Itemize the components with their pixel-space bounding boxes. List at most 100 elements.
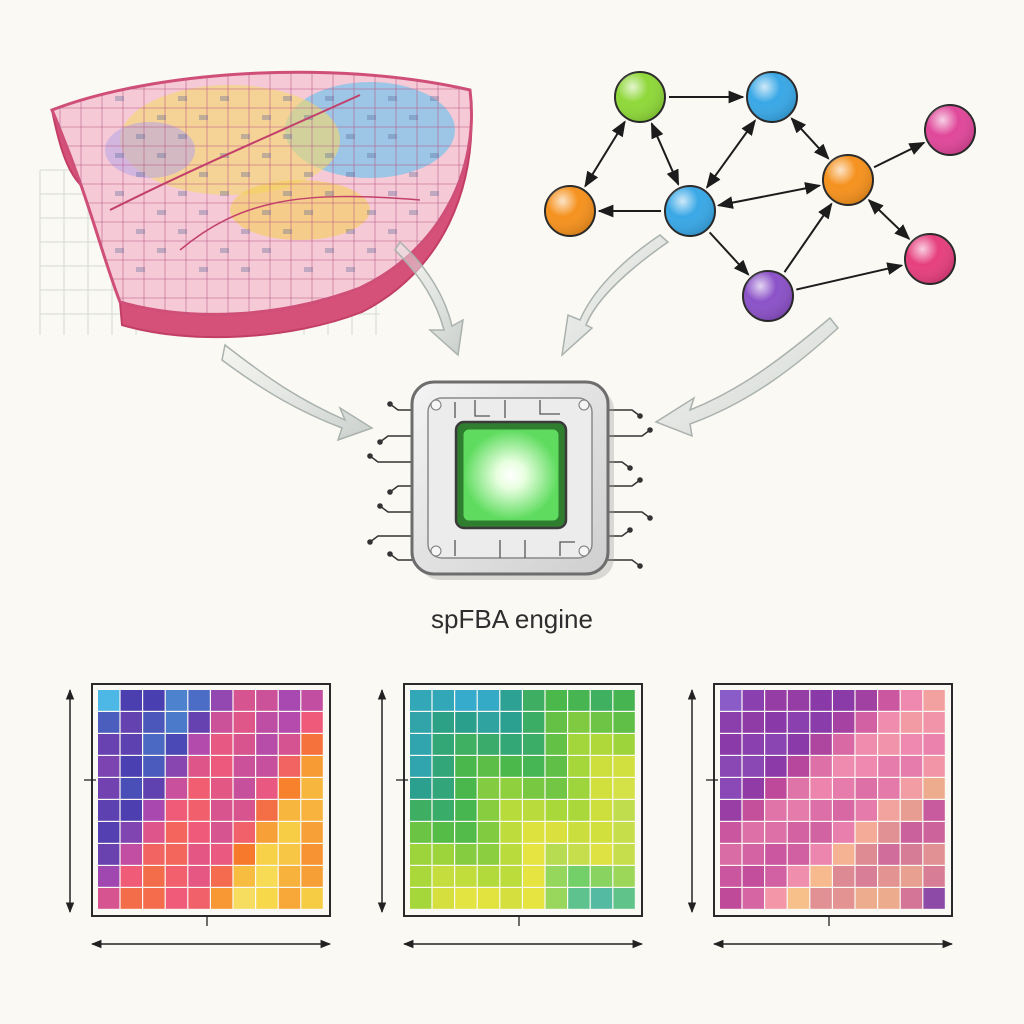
map-frame	[91, 683, 331, 917]
heatmap-cell	[810, 712, 832, 733]
heatmap-cell	[188, 690, 210, 711]
heatmap-cell	[432, 822, 454, 843]
heatmap-cell	[742, 778, 764, 799]
heatmap-cell	[211, 756, 233, 777]
heatmap-cell	[765, 866, 787, 887]
flow-arrow-tissue-left-to-engine	[221, 343, 374, 442]
heatmap-cell	[923, 778, 945, 799]
heatmap-cell	[211, 800, 233, 821]
heatmap-cell	[278, 690, 301, 711]
heatmap-cell	[455, 756, 477, 777]
heatmap-cell	[256, 712, 278, 733]
heatmap-cell	[878, 888, 900, 909]
heatmap-cell	[120, 866, 142, 887]
heatmap-cell	[188, 712, 210, 733]
flux-maps	[65, 683, 954, 949]
heatmap-cell	[742, 822, 764, 843]
heatmap-cell	[523, 778, 545, 799]
heatmap-cell	[455, 712, 477, 733]
heatmap-cell	[165, 866, 188, 887]
heatmap-cell	[568, 844, 590, 865]
heatmap-cell	[833, 844, 855, 865]
chip-pin	[387, 485, 412, 495]
heatmap-cell	[120, 888, 142, 909]
flow-arrow-network-right-to-engine	[654, 316, 840, 438]
tissue-regions	[52, 72, 472, 315]
heatmap-cell	[833, 800, 855, 821]
heatmap-cell	[720, 690, 742, 711]
heatmap-cell	[455, 800, 477, 821]
heatmap-cell	[833, 778, 855, 799]
heatmap-cell	[233, 778, 255, 799]
heatmap-cell	[545, 844, 567, 865]
heatmap-cell	[211, 690, 233, 711]
heatmap-cell	[923, 822, 945, 843]
heatmap-cell	[523, 734, 545, 755]
heatmap-cell	[500, 756, 522, 777]
heatmap-cell	[278, 844, 301, 865]
heatmap-cell	[432, 800, 454, 821]
heatmap-cell	[211, 778, 233, 799]
heatmap-cell	[188, 822, 210, 843]
heatmap-cell	[765, 822, 787, 843]
chip-core-glow	[463, 429, 559, 521]
heatmap-cell	[923, 690, 945, 711]
heatmap-cell	[545, 756, 567, 777]
heatmap-cell	[900, 822, 923, 843]
heatmap-cell	[455, 690, 477, 711]
heatmap-cell	[900, 866, 923, 887]
heatmap-cell	[590, 712, 613, 733]
heatmap-cells	[410, 690, 635, 909]
heatmap-cell	[233, 690, 255, 711]
heatmap-cell	[568, 800, 590, 821]
heatmap-cell	[855, 888, 877, 909]
heatmap-cell	[188, 734, 210, 755]
chip-pin	[608, 477, 643, 487]
chip-pin	[608, 511, 653, 521]
heatmap-cell	[301, 888, 323, 909]
heatmap-cell	[855, 822, 877, 843]
heatmap-cell	[301, 866, 323, 887]
heatmap-cell	[500, 734, 522, 755]
network-edge	[650, 122, 680, 186]
heatmap-cell	[923, 844, 945, 865]
heatmap-cell	[120, 800, 142, 821]
heatmap-cell	[545, 888, 567, 909]
heatmap-cell	[143, 822, 165, 843]
heatmap-cell	[545, 690, 567, 711]
heatmap-cell	[301, 756, 323, 777]
heatmap-cell	[545, 822, 567, 843]
heatmap-cell	[500, 712, 522, 733]
heatmap-cell	[878, 866, 900, 887]
heatmap-cell	[211, 822, 233, 843]
heatmap-cell	[256, 734, 278, 755]
chip-circuit-traces	[454, 400, 575, 558]
heatmap-cell	[545, 734, 567, 755]
network-node	[822, 154, 874, 206]
heatmap-cell	[165, 756, 188, 777]
heatmap-cell	[165, 690, 188, 711]
heatmap-cell	[165, 712, 188, 733]
heatmap-cell	[98, 690, 120, 711]
heatmap-cell	[833, 712, 855, 733]
heatmap-cell	[98, 712, 120, 733]
heatmap-cell	[233, 756, 255, 777]
tissue-spot-grid	[52, 72, 472, 315]
heatmap-cell	[855, 712, 877, 733]
heatmap-cell	[143, 756, 165, 777]
heatmap-cell	[613, 800, 635, 821]
heatmap-cell	[477, 756, 500, 777]
chip-pin	[377, 503, 412, 513]
map-1	[65, 683, 332, 949]
heatmap-cell	[500, 822, 522, 843]
metabolic-network	[544, 71, 976, 322]
heatmap-cell	[120, 756, 142, 777]
heatmap-cell	[613, 778, 635, 799]
heatmap-cell	[523, 822, 545, 843]
heatmap-cell	[523, 712, 545, 733]
heatmap-cell	[410, 866, 432, 887]
heatmap-cell	[477, 800, 500, 821]
heatmap-cell	[98, 822, 120, 843]
heatmap-cell	[233, 844, 255, 865]
